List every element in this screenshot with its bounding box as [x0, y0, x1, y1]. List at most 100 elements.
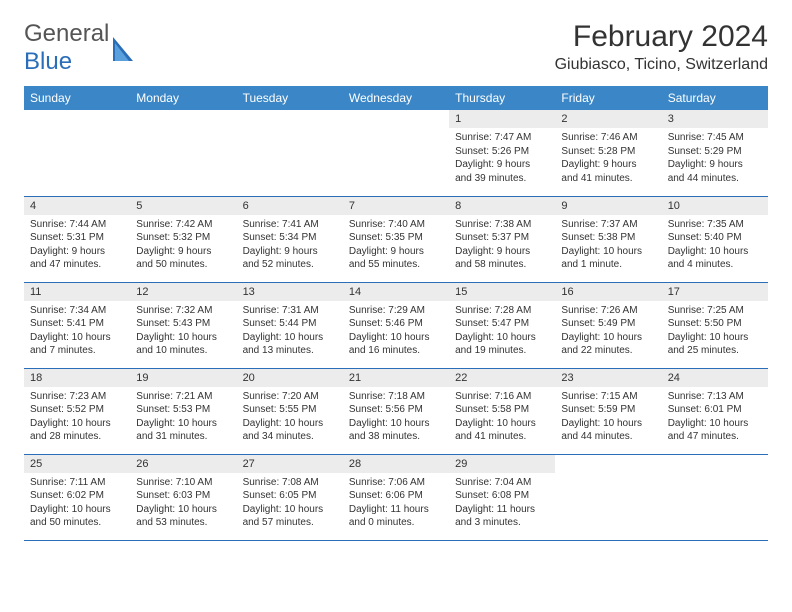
- calendar-day-cell: 18Sunrise: 7:23 AMSunset: 5:52 PMDayligh…: [24, 368, 130, 454]
- daylight-text-1: Daylight: 9 hours: [561, 158, 655, 172]
- daylight-text-1: Daylight: 10 hours: [561, 245, 655, 259]
- daylight-text-1: Daylight: 9 hours: [136, 245, 230, 259]
- calendar-week-row: 1Sunrise: 7:47 AMSunset: 5:26 PMDaylight…: [24, 110, 768, 196]
- daylight-text-2: and 58 minutes.: [455, 258, 549, 272]
- daylight-text-1: Daylight: 10 hours: [136, 503, 230, 517]
- daylight-text-2: and 28 minutes.: [30, 430, 124, 444]
- day-number: 12: [130, 283, 236, 301]
- sunrise-text: Sunrise: 7:25 AM: [668, 304, 762, 318]
- day-number: 7: [343, 197, 449, 215]
- daylight-text-1: Daylight: 10 hours: [561, 331, 655, 345]
- location: Giubiasco, Ticino, Switzerland: [555, 56, 768, 74]
- calendar-day-cell: 6Sunrise: 7:41 AMSunset: 5:34 PMDaylight…: [237, 196, 343, 282]
- calendar-day-cell: 9Sunrise: 7:37 AMSunset: 5:38 PMDaylight…: [555, 196, 661, 282]
- calendar-week-row: 25Sunrise: 7:11 AMSunset: 6:02 PMDayligh…: [24, 454, 768, 540]
- sunset-text: Sunset: 5:37 PM: [455, 231, 549, 245]
- calendar-day-cell: 11Sunrise: 7:34 AMSunset: 5:41 PMDayligh…: [24, 282, 130, 368]
- daylight-text-1: Daylight: 11 hours: [349, 503, 443, 517]
- day-number: 4: [24, 197, 130, 215]
- sunrise-text: Sunrise: 7:46 AM: [561, 131, 655, 145]
- day-details: Sunrise: 7:34 AMSunset: 5:41 PMDaylight:…: [24, 301, 130, 362]
- sunrise-text: Sunrise: 7:18 AM: [349, 390, 443, 404]
- sunrise-text: Sunrise: 7:04 AM: [455, 476, 549, 490]
- weekday-header: Sunday: [24, 86, 130, 110]
- daylight-text-2: and 3 minutes.: [455, 516, 549, 530]
- day-details: Sunrise: 7:06 AMSunset: 6:06 PMDaylight:…: [343, 473, 449, 534]
- sunset-text: Sunset: 6:06 PM: [349, 489, 443, 503]
- day-details: Sunrise: 7:15 AMSunset: 5:59 PMDaylight:…: [555, 387, 661, 448]
- sunrise-text: Sunrise: 7:13 AM: [668, 390, 762, 404]
- daylight-text-1: Daylight: 9 hours: [243, 245, 337, 259]
- daylight-text-2: and 13 minutes.: [243, 344, 337, 358]
- logo-sail-icon: [111, 33, 137, 63]
- calendar-day-cell: [130, 110, 236, 196]
- day-number: 2: [555, 110, 661, 128]
- calendar-day-cell: 20Sunrise: 7:20 AMSunset: 5:55 PMDayligh…: [237, 368, 343, 454]
- sunrise-text: Sunrise: 7:41 AM: [243, 218, 337, 232]
- day-number: 5: [130, 197, 236, 215]
- weekday-header: Tuesday: [237, 86, 343, 110]
- day-details: Sunrise: 7:21 AMSunset: 5:53 PMDaylight:…: [130, 387, 236, 448]
- calendar-day-cell: 17Sunrise: 7:25 AMSunset: 5:50 PMDayligh…: [662, 282, 768, 368]
- daylight-text-2: and 52 minutes.: [243, 258, 337, 272]
- sunrise-text: Sunrise: 7:28 AM: [455, 304, 549, 318]
- sunset-text: Sunset: 6:02 PM: [30, 489, 124, 503]
- sunrise-text: Sunrise: 7:15 AM: [561, 390, 655, 404]
- calendar-day-cell: 22Sunrise: 7:16 AMSunset: 5:58 PMDayligh…: [449, 368, 555, 454]
- month-title: February 2024: [555, 20, 768, 54]
- day-number: 9: [555, 197, 661, 215]
- day-number: 28: [343, 455, 449, 473]
- daylight-text-2: and 53 minutes.: [136, 516, 230, 530]
- daylight-text-2: and 50 minutes.: [30, 516, 124, 530]
- daylight-text-2: and 16 minutes.: [349, 344, 443, 358]
- daylight-text-1: Daylight: 10 hours: [30, 503, 124, 517]
- daylight-text-2: and 34 minutes.: [243, 430, 337, 444]
- calendar-week-row: 11Sunrise: 7:34 AMSunset: 5:41 PMDayligh…: [24, 282, 768, 368]
- day-number: 11: [24, 283, 130, 301]
- calendar-day-cell: 19Sunrise: 7:21 AMSunset: 5:53 PMDayligh…: [130, 368, 236, 454]
- sunset-text: Sunset: 6:01 PM: [668, 403, 762, 417]
- day-number: 19: [130, 369, 236, 387]
- daylight-text-2: and 1 minute.: [561, 258, 655, 272]
- day-number: 15: [449, 283, 555, 301]
- calendar-day-cell: [24, 110, 130, 196]
- calendar-day-cell: 5Sunrise: 7:42 AMSunset: 5:32 PMDaylight…: [130, 196, 236, 282]
- calendar-day-cell: [237, 110, 343, 196]
- title-block: February 2024 Giubiasco, Ticino, Switzer…: [555, 20, 768, 74]
- daylight-text-1: Daylight: 10 hours: [243, 331, 337, 345]
- weekday-header-row: Sunday Monday Tuesday Wednesday Thursday…: [24, 86, 768, 110]
- calendar-day-cell: 12Sunrise: 7:32 AMSunset: 5:43 PMDayligh…: [130, 282, 236, 368]
- day-number: 23: [555, 369, 661, 387]
- day-details: Sunrise: 7:31 AMSunset: 5:44 PMDaylight:…: [237, 301, 343, 362]
- calendar-day-cell: 21Sunrise: 7:18 AMSunset: 5:56 PMDayligh…: [343, 368, 449, 454]
- weekday-header: Wednesday: [343, 86, 449, 110]
- sunrise-text: Sunrise: 7:42 AM: [136, 218, 230, 232]
- sunrise-text: Sunrise: 7:06 AM: [349, 476, 443, 490]
- calendar-day-cell: 15 Sunrise: 7:28 AMSunset: 5:47 PMDayligh…: [449, 282, 555, 368]
- daylight-text-1: Daylight: 10 hours: [455, 331, 549, 345]
- sunset-text: Sunset: 6:05 PM: [243, 489, 337, 503]
- day-details: Sunrise: 7:47 AMSunset: 5:26 PMDaylight:…: [449, 128, 555, 189]
- daylight-text-2: and 47 minutes.: [668, 430, 762, 444]
- sunset-text: Sunset: 5:49 PM: [561, 317, 655, 331]
- day-number: 29: [449, 455, 555, 473]
- day-number: 20: [237, 369, 343, 387]
- day-details: Sunrise: 7:37 AMSunset: 5:38 PMDaylight:…: [555, 215, 661, 276]
- sunset-text: Sunset: 5:46 PM: [349, 317, 443, 331]
- sunset-text: Sunset: 5:47 PM: [455, 317, 549, 331]
- sunrise-text: Sunrise: 7:21 AM: [136, 390, 230, 404]
- day-number: 6: [237, 197, 343, 215]
- weekday-header: Monday: [130, 86, 236, 110]
- calendar-day-cell: 25Sunrise: 7:11 AMSunset: 6:02 PMDayligh…: [24, 454, 130, 540]
- sunset-text: Sunset: 5:53 PM: [136, 403, 230, 417]
- calendar-day-cell: 7Sunrise: 7:40 AMSunset: 5:35 PMDaylight…: [343, 196, 449, 282]
- calendar-week-row: 18Sunrise: 7:23 AMSunset: 5:52 PMDayligh…: [24, 368, 768, 454]
- day-details: Sunrise: 7:13 AMSunset: 6:01 PMDaylight:…: [662, 387, 768, 448]
- calendar-day-cell: [343, 110, 449, 196]
- weekday-header: Friday: [555, 86, 661, 110]
- day-details: Sunrise: 7:23 AMSunset: 5:52 PMDaylight:…: [24, 387, 130, 448]
- daylight-text-2: and 0 minutes.: [349, 516, 443, 530]
- day-number: 18: [24, 369, 130, 387]
- sunrise-text: Sunrise: 7:20 AM: [243, 390, 337, 404]
- day-details: Sunrise: 7:46 AMSunset: 5:28 PMDaylight:…: [555, 128, 661, 189]
